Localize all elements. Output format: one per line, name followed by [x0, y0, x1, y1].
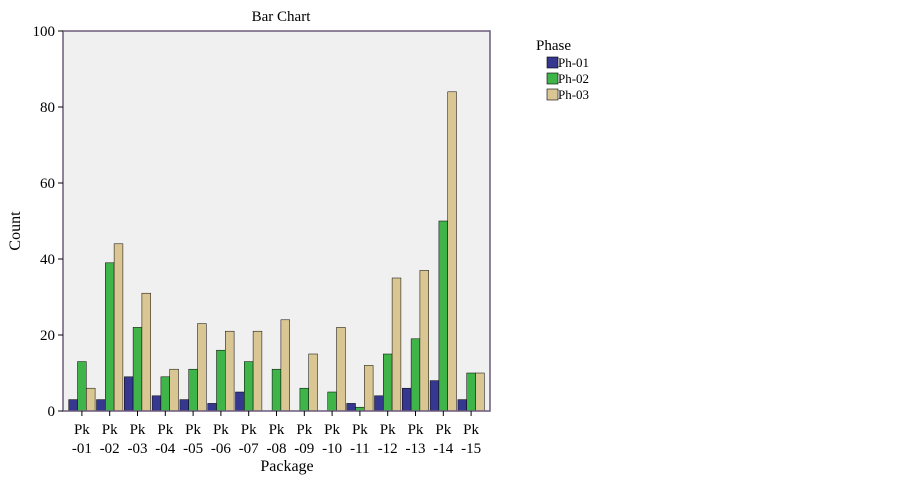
bar-ph-03-pk-07: [252, 330, 263, 412]
x-tick-label: -01: [72, 441, 92, 457]
bar-ph-01-pk-07: [235, 391, 245, 412]
bar-ph-03-pk-02: [113, 243, 124, 412]
x-axis: Pk -01 Pk -02 Pk -03 Pk -04 Pk -05 Pk -06 Pk -07 Pk -08…: [72, 411, 481, 457]
bar-ph-02-pk-06: [216, 349, 226, 412]
bar-ph-03-pk-11: [364, 365, 374, 412]
bar-ph-02-pk-14: [438, 220, 448, 412]
chart-title: Bar Chart: [252, 9, 312, 25]
bar-ph-01-pk-04: [151, 395, 162, 412]
x-tick-label: -13: [406, 441, 426, 457]
x-tick-label: -02: [100, 441, 120, 457]
bars-layer: [68, 91, 485, 412]
y-tick-label: 20: [40, 328, 55, 344]
bar-ph-01-pk-05: [179, 399, 189, 412]
bar-ph-01-pk-02: [96, 399, 106, 412]
bar-ph-03-pk-13: [419, 270, 429, 412]
bar-ph-01-pk-14: [429, 380, 440, 412]
bar-ph-03-pk-06: [225, 330, 235, 412]
bar-ph-02-pk-09: [299, 387, 309, 412]
x-tick-label: Pk: [241, 422, 257, 438]
bar-ph-02-pk-15: [466, 372, 476, 412]
y-tick-label: 0: [48, 404, 56, 420]
x-tick-label: Pk: [157, 422, 173, 438]
bar-ph-02-pk-10: [327, 391, 337, 412]
x-tick-label: Pk: [380, 422, 396, 438]
legend-label-ph-02: Ph-02: [558, 71, 589, 86]
x-tick-label: -11: [350, 441, 369, 457]
x-tick-label: Pk: [185, 422, 201, 438]
bar-ph-02-pk-01: [77, 361, 87, 412]
legend-swatch-ph-01: [546, 56, 559, 69]
bar-ph-03-pk-10: [336, 327, 346, 412]
x-tick-label: -04: [155, 441, 175, 457]
bar-ph-03-pk-08: [280, 319, 290, 412]
x-tick-label: -03: [128, 441, 148, 457]
bar-ph-02-pk-05: [188, 368, 198, 412]
bar-ph-03-pk-15: [475, 372, 485, 412]
x-tick-label: -15: [461, 441, 481, 457]
legend-swatch-ph-03: [546, 88, 559, 101]
x-tick-label: Pk: [435, 422, 451, 438]
bar-ph-03-pk-04: [169, 368, 179, 412]
bar-ph-01-pk-11: [346, 403, 356, 412]
x-tick-label: Pk: [213, 422, 229, 438]
legend-label-ph-01: Ph-01: [558, 55, 589, 70]
x-tick-label: Pk: [102, 422, 118, 438]
y-tick-label: 100: [33, 24, 56, 40]
y-tick-label: 40: [40, 252, 55, 268]
x-tick-label: -05: [183, 441, 203, 457]
bar-ph-02-pk-02: [105, 262, 115, 412]
legend-title: Phase: [536, 38, 571, 54]
y-axis-label: Count: [7, 211, 24, 251]
y-tick-label: 60: [40, 176, 55, 192]
x-tick-label: Pk: [324, 422, 340, 438]
bar-ph-01-pk-03: [124, 376, 134, 412]
x-tick-label: Pk: [130, 422, 146, 438]
x-tick-label: -10: [322, 441, 342, 457]
x-tick-label: -09: [294, 441, 314, 457]
bar-ph-01-pk-15: [457, 399, 467, 412]
x-tick-label: Pk: [74, 422, 90, 438]
x-tick-label: -06: [211, 441, 231, 457]
bar-ph-01-pk-13: [402, 387, 412, 412]
x-tick-label: Pk: [463, 422, 479, 438]
legend-swatch-ph-02: [546, 72, 559, 85]
bar-ph-03-pk-09: [308, 353, 318, 412]
bar-ph-02-pk-12: [383, 353, 393, 412]
x-tick-label: -07: [239, 441, 259, 457]
y-axis: 0 20 40 60 80 100: [33, 24, 63, 420]
x-tick-label: Pk: [269, 422, 285, 438]
bar-ph-03-pk-14: [447, 91, 457, 412]
bar-ph-02-pk-07: [244, 361, 254, 412]
bar-ph-01-pk-06: [207, 403, 217, 412]
x-tick-label: Pk: [296, 422, 312, 438]
bar-ph-03-pk-05: [197, 323, 207, 412]
bar-ph-02-pk-08: [271, 368, 282, 412]
y-tick-label: 80: [40, 100, 55, 116]
bar-ph-02-pk-04: [160, 376, 170, 412]
bar-ph-02-pk-13: [410, 338, 421, 412]
x-tick-label: Pk: [352, 422, 368, 438]
legend-label-ph-03: Ph-03: [558, 87, 589, 102]
x-tick-label: -14: [433, 441, 453, 457]
bar-ph-01-pk-01: [68, 399, 78, 412]
bar-ph-01-pk-12: [374, 395, 384, 412]
bar-ph-02-pk-03: [132, 327, 143, 412]
bar-ph-03-pk-12: [391, 277, 402, 412]
x-tick-label: -12: [378, 441, 398, 457]
x-axis-label: Package: [260, 458, 313, 475]
x-tick-label: Pk: [408, 422, 424, 438]
bar-ph-03-pk-03: [141, 292, 151, 412]
bar-ph-03-pk-01: [86, 387, 96, 412]
x-tick-label: -08: [267, 441, 287, 457]
